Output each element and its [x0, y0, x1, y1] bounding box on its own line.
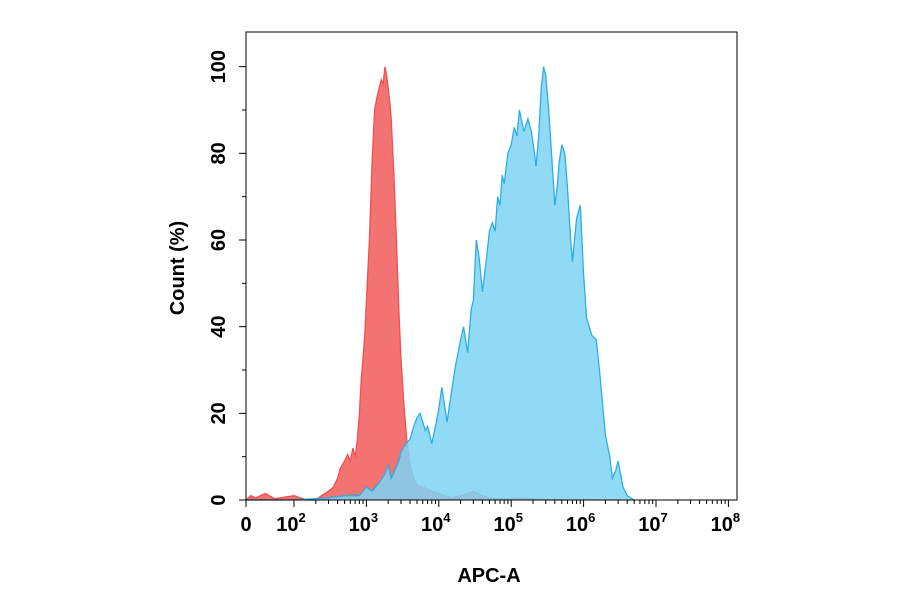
y-tick-label: 100	[208, 50, 230, 83]
series-layer	[245, 66, 635, 501]
y-tick-label: 20	[208, 402, 230, 424]
series-2-line	[246, 66, 635, 501]
x-tick-label: 103	[349, 510, 378, 536]
y-tick-label: 40	[208, 316, 230, 338]
y-axis-label: Count (%)	[167, 221, 189, 315]
x-tick-label: 102	[276, 510, 305, 536]
x-tick-label: 106	[566, 510, 595, 536]
x-tick-label: 108	[711, 510, 740, 536]
x-tick-label: 105	[493, 510, 522, 536]
series-2-area	[246, 66, 635, 500]
x-tick-label: 0	[240, 514, 251, 536]
axes-layer: 0 20 40 60 80 100 0 102 103 104 105 106 107 108	[208, 31, 740, 536]
x-tick-label: 104	[421, 510, 451, 536]
y-tick-label: 0	[208, 494, 230, 505]
y-tick-label: 80	[208, 142, 230, 164]
x-axis-label: APC-A	[457, 565, 520, 587]
x-tick-label: 107	[638, 510, 667, 536]
plot-frame	[245, 31, 738, 501]
y-tick-label: 60	[208, 229, 230, 251]
series-1-area	[246, 66, 562, 500]
